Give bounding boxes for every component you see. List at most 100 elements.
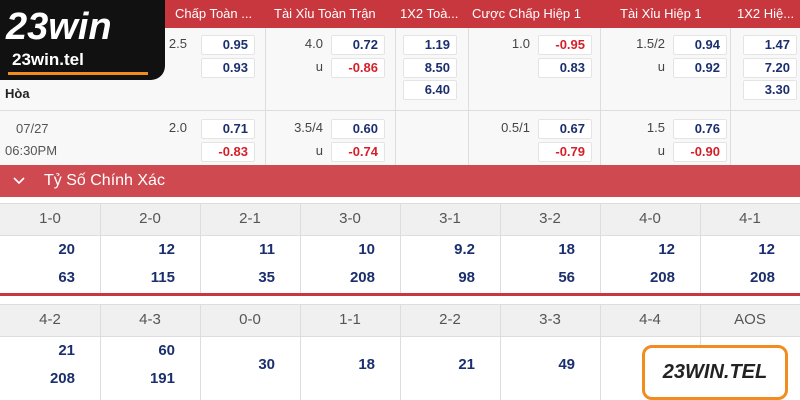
odds-value: 8.50 [403,58,457,78]
score-label: 3-2 [539,210,561,227]
odds-value: 0.83 [538,58,592,78]
odds-value: 7.20 [743,58,797,78]
odds-value: -0.86 [331,58,385,78]
score-odds: 12 [158,241,175,258]
odds-value: 0.71 [201,119,255,139]
match-date: 07/27 [16,121,49,136]
score-label: 4-4 [639,311,661,328]
odds-value: 3.30 [743,80,797,100]
score-odds: 115 [150,269,175,286]
score-odds: 18 [558,241,575,258]
handicap-line: u [315,143,323,158]
column-divider [500,203,501,293]
score-label: 3-0 [339,210,361,227]
handicap-line: u [657,59,665,74]
score-odds: 35 [258,269,275,286]
score-odds: 208 [749,269,775,286]
score-odds: 9.2 [454,241,475,258]
column-divider [500,304,501,400]
column-divider [400,203,401,293]
column-divider [200,304,201,400]
draw-label: Hòa [5,86,30,101]
score-odds: 12 [658,241,675,258]
column-divider [300,304,301,400]
odds-value: 0.72 [331,35,385,55]
odds-value: -0.79 [538,142,592,162]
column-divider [395,28,396,165]
score-odds: 63 [58,269,75,286]
column-divider [730,28,731,165]
handicap-line: 1.5/2 [636,36,665,51]
odds-value: -0.90 [673,142,727,162]
score-odds: 30 [258,356,275,373]
score-odds: 21 [458,356,475,373]
odds-value: 6.40 [403,80,457,100]
handicap-line: 2.5 [168,36,187,51]
column-header: 1X2 Hiệ... [737,6,795,21]
column-divider [300,203,301,293]
column-divider [600,304,601,400]
column-divider [600,28,601,165]
logo: 23win 23win.tel [0,0,165,80]
score-odds: 98 [458,269,475,286]
handicap-line: u [315,59,323,74]
odds-value: 0.60 [331,119,385,139]
column-divider [200,203,201,293]
score-label: 1-0 [39,210,61,227]
odds-value: 1.47 [743,35,797,55]
handicap-line: u [657,143,665,158]
score-label: 4-2 [39,311,61,328]
score-label: 1-1 [339,311,361,328]
column-header: Cược Chấp Hiệp 1 [472,6,581,21]
score-odds: 56 [558,269,575,286]
column-header: Chấp Toàn ... [175,6,253,21]
column-divider [468,28,469,165]
handicap-line: 1.5 [646,120,665,135]
score-label: 3-3 [539,311,561,328]
handicap-line: 0.5/1 [501,120,530,135]
odds-value: -0.74 [331,142,385,162]
score-odds: 18 [358,356,375,373]
odds-value: 0.67 [538,119,592,139]
odds-value: 0.76 [673,119,727,139]
score-odds: 191 [149,370,175,387]
score-odds: 11 [259,241,275,258]
column-divider [265,28,266,165]
odds-value: 0.95 [201,35,255,55]
handicap-line: 4.0 [304,36,323,51]
score-label: 4-1 [739,210,761,227]
score-odds: 10 [358,241,375,258]
logo-accent [8,72,148,75]
score-label: 3-1 [439,210,461,227]
score-label: AOS [734,311,766,328]
score-odds: 49 [558,356,575,373]
score-label: 0-0 [239,311,261,328]
odds-value: -0.83 [201,142,255,162]
block-divider [0,293,800,296]
column-divider [100,304,101,400]
odds-value: 0.94 [673,35,727,55]
logo-domain: 23win.tel [12,50,84,69]
column-divider [700,203,701,293]
score-label: 2-2 [439,311,461,328]
logo-brand: 23win [6,6,112,48]
score-label: 2-1 [239,210,261,227]
chevron-icon [13,177,25,185]
column-header: 1X2 Toà... [400,6,459,21]
score-odds: 60 [158,342,175,359]
handicap-line: 2.0 [168,120,187,135]
score-odds: 208 [49,370,75,387]
score-label: 2-0 [139,210,161,227]
score-odds: 20 [58,241,75,258]
score-odds: 208 [649,269,675,286]
odds-value: -0.95 [538,35,592,55]
section-bar[interactable] [0,165,800,197]
column-header: Tài Xỉu Hiệp 1 [620,6,702,21]
handicap-line: 1.0 [511,36,530,51]
watermark: 23WIN.TEL [642,345,788,400]
score-label: 4-3 [139,311,161,328]
handicap-line: 3.5/4 [294,120,323,135]
odds-value: 0.92 [673,58,727,78]
score-odds: 21 [58,342,75,359]
